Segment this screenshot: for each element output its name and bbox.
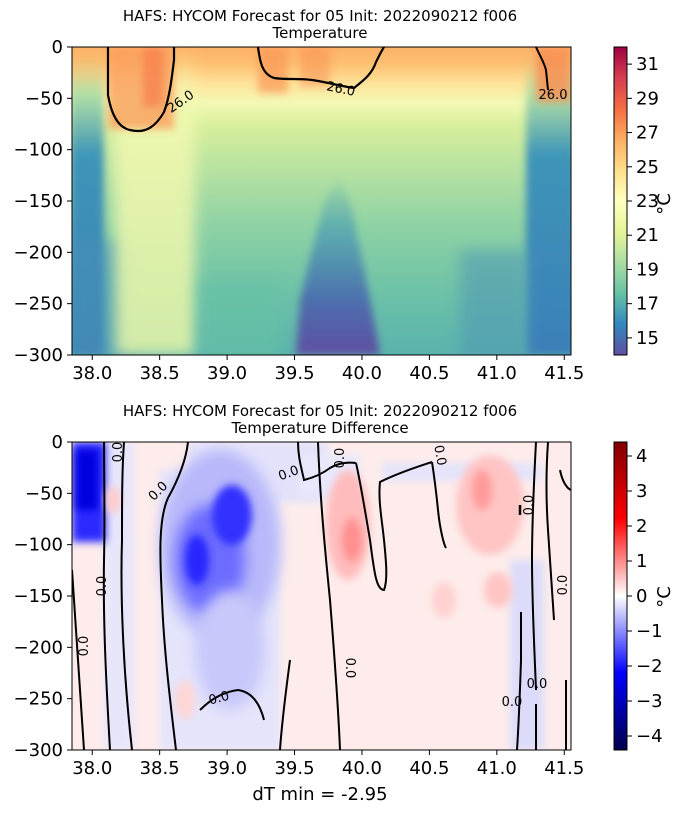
- top-colorbar-ticks: 15 17 19 21 23 25 27 29 31: [627, 54, 659, 349]
- top-colorbar-tick-label: 23: [636, 191, 659, 212]
- top-x-tick-label: 41.0: [477, 363, 517, 384]
- bottom-contour-0: [72, 569, 85, 750]
- top-y-tick-label: −200: [14, 242, 63, 263]
- top-colorbar-tick-label: 17: [636, 294, 659, 315]
- top-x-tick-label: 41.5: [544, 363, 584, 384]
- top-y-axis: 0 −50 −100 −150 −200 −250 −300: [14, 37, 72, 366]
- bottom-x-tick-label: 40.5: [409, 758, 449, 779]
- bottom-colorbar-ticks: 4 3 2 1 0 −1 −2 −3 −4: [627, 446, 663, 747]
- bottom-contour-label: 0.0: [342, 658, 357, 679]
- bottom-y-tick-label: −150: [14, 586, 63, 607]
- bottom-x-tick-label: 41.5: [544, 758, 584, 779]
- bottom-contour-label: 0.0: [333, 448, 348, 469]
- top-colorbar-tick-label: 27: [636, 123, 659, 144]
- top-contour-26-right: [535, 47, 549, 91]
- bottom-y-tick-label: −250: [14, 689, 63, 710]
- bottom-colorbar-tick-label: 3: [636, 481, 647, 502]
- top-x-tick-label: 40.0: [342, 363, 382, 384]
- bottom-y-tick-label: −100: [14, 535, 63, 556]
- bottom-y-tick-label: −50: [25, 483, 63, 504]
- bottom-contour-0: [102, 442, 111, 750]
- top-contour-26-mid: [256, 47, 385, 90]
- top-colorbar: [613, 46, 628, 356]
- bottom-y-tick-label: 0: [52, 432, 63, 453]
- top-x-axis: 38.0 38.5 39.0 39.5 40.0 40.5 41.0 41.5: [72, 355, 584, 384]
- top-y-tick-label: −300: [14, 345, 63, 366]
- bottom-contour-label: 0.0: [430, 444, 448, 467]
- bottom-x-tick-label: 39.0: [207, 758, 247, 779]
- top-x-tick-label: 38.0: [72, 363, 112, 384]
- bottom-contour-label: 0.0: [95, 576, 110, 597]
- bottom-contour-label: 0.0: [207, 689, 231, 709]
- top-subtitle: Temperature: [271, 24, 367, 42]
- bottom-contour-0: [159, 442, 189, 750]
- bottom-contour-0: [199, 688, 265, 721]
- bottom-contour-label: 0.0: [277, 463, 302, 484]
- bottom-colorbar-tick-label: 4: [636, 446, 647, 467]
- bottom-colorbar: [613, 441, 628, 751]
- top-colorbar-tick-label: 19: [636, 259, 659, 280]
- bottom-x-tick-label: 38.0: [72, 758, 112, 779]
- temperature-panel: HAFS: HYCOM Forecast for 05 Init: 202209…: [14, 7, 675, 384]
- bottom-colorbar-tick-label: −3: [636, 691, 663, 712]
- top-colorbar-label: °C: [654, 193, 675, 215]
- top-x-tick-label: 39.5: [274, 363, 314, 384]
- bottom-contour-label: 0.0: [556, 575, 571, 596]
- bottom-colorbar-tick-label: −2: [636, 656, 663, 677]
- bottom-y-tick-label: −300: [14, 740, 63, 761]
- top-title: HAFS: HYCOM Forecast for 05 Init: 202209…: [123, 7, 517, 25]
- top-x-tick-label: 39.0: [207, 363, 247, 384]
- top-x-tick-label: 38.5: [140, 363, 180, 384]
- top-y-tick-label: −100: [14, 140, 63, 161]
- bottom-x-tick-label: 41.0: [477, 758, 517, 779]
- bottom-heatmap: [72, 442, 571, 750]
- bottom-x-tick-label: 40.0: [342, 758, 382, 779]
- bottom-contour-0: [120, 442, 133, 750]
- bottom-y-tick-label: −200: [14, 637, 63, 658]
- top-contour-label: 26.0: [539, 88, 568, 103]
- bottom-contour-label: 0.0: [522, 495, 537, 516]
- bottom-colorbar-tick-label: −1: [636, 621, 663, 642]
- top-colorbar-tick-label: 29: [636, 88, 659, 109]
- bottom-contour-0: [431, 461, 447, 549]
- bottom-colorbar-tick-label: −4: [636, 726, 663, 747]
- bottom-contour-0: [559, 469, 571, 491]
- top-y-tick-label: 0: [52, 37, 63, 58]
- bottom-colorbar-label: °C: [654, 586, 675, 608]
- bottom-contour-label: 0.0: [502, 695, 523, 710]
- bottom-colorbar-tick-label: 0: [636, 586, 647, 607]
- top-colorbar-tick-label: 31: [636, 54, 659, 75]
- top-colorbar-tick-label: 21: [636, 225, 659, 246]
- bottom-contour-label: 0.0: [527, 677, 548, 692]
- bottom-contour-0: [355, 461, 433, 592]
- top-y-tick-label: −50: [25, 88, 63, 109]
- bottom-x-tick-label: 39.5: [274, 758, 314, 779]
- bottom-colorbar-tick-label: 1: [636, 551, 647, 572]
- top-y-tick-label: −250: [14, 294, 63, 315]
- temperature-difference-panel: HAFS: HYCOM Forecast for 05 Init: 202209…: [14, 402, 675, 805]
- bottom-contour-0: [297, 442, 357, 482]
- bottom-contour-0: [516, 612, 522, 750]
- top-y-tick-label: −150: [14, 191, 63, 212]
- top-colorbar-tick-label: 25: [636, 157, 659, 178]
- bottom-colorbar-tick-label: 2: [636, 516, 647, 537]
- bottom-subtitle: Temperature Difference: [230, 419, 408, 437]
- top-colorbar-tick-label: 15: [636, 328, 659, 349]
- top-contour-label: 26.0: [325, 79, 356, 100]
- top-heatmap: [72, 47, 571, 355]
- bottom-xlabel: dT min = -2.95: [252, 784, 387, 805]
- bottom-title: HAFS: HYCOM Forecast for 05 Init: 202209…: [123, 402, 517, 420]
- top-contour-26-left: [106, 47, 176, 133]
- bottom-x-axis: 38.0 38.5 39.0 39.5 40.0 40.5 41.0 41.5: [72, 750, 584, 779]
- bottom-contour-0: [530, 442, 537, 691]
- bottom-contour-0: [317, 442, 341, 750]
- bottom-y-axis: 0 −50 −100 −150 −200 −250 −300: [14, 432, 72, 761]
- bottom-contour-0: [545, 442, 555, 621]
- bottom-contour-label: 0.0: [111, 442, 126, 463]
- top-x-tick-label: 40.5: [409, 363, 449, 384]
- bottom-contour-0: [279, 659, 291, 750]
- bottom-x-tick-label: 38.5: [140, 758, 180, 779]
- bottom-contour-label: 0.0: [77, 636, 92, 657]
